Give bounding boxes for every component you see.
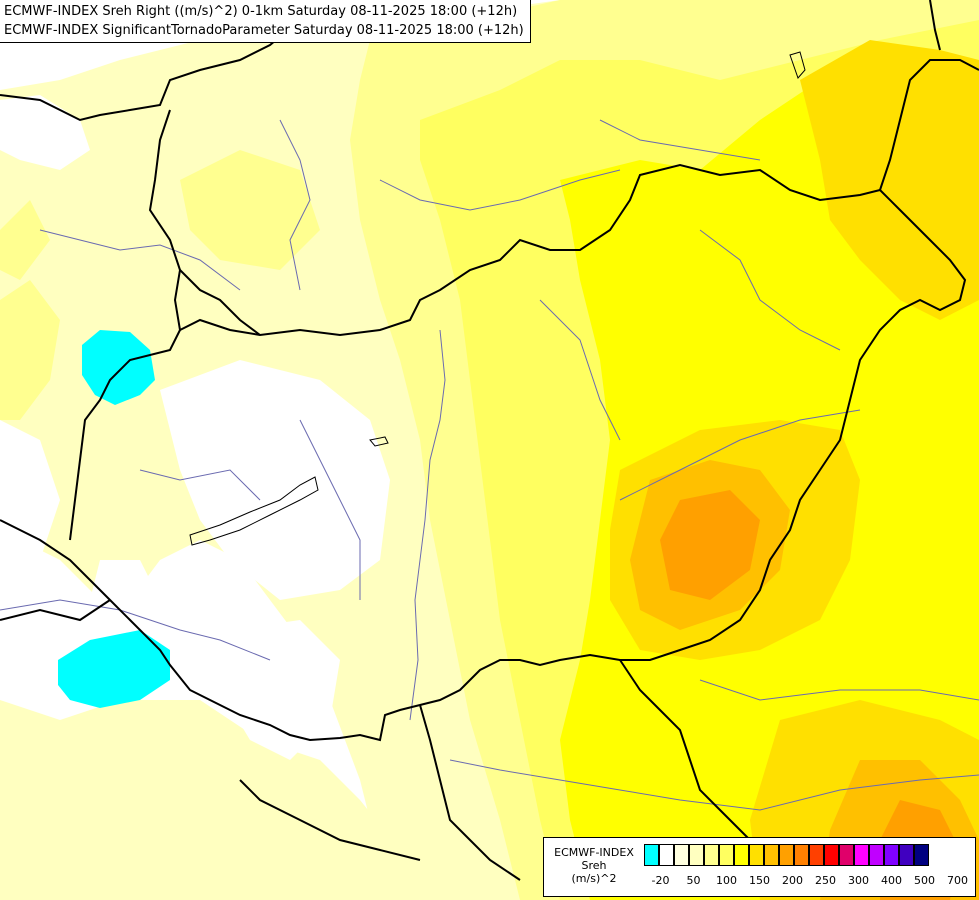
legend-tick-label: 50 xyxy=(686,874,701,887)
legend-tick-label: 100 xyxy=(716,874,737,887)
legend-swatch xyxy=(794,844,809,866)
legend-ticks: -20 50 100 150 200 250 300 400 500 700 xyxy=(644,874,974,888)
legend-swatch xyxy=(689,844,704,866)
legend-tick-label: 200 xyxy=(782,874,803,887)
legend-tick-label: 500 xyxy=(914,874,935,887)
legend-swatch xyxy=(884,844,899,866)
legend-title-unit: (m/s)^2 xyxy=(571,872,617,885)
field-white xyxy=(0,95,390,760)
legend-swatch xyxy=(779,844,794,866)
legend-tick-label: 400 xyxy=(881,874,902,887)
legend-title-param: Sreh xyxy=(581,859,607,872)
legend-swatch xyxy=(644,844,659,866)
legend-tick-label: 300 xyxy=(848,874,869,887)
color-legend: ECMWF-INDEX Sreh (m/s)^2 -20 50 100 150 200 2… xyxy=(543,837,976,897)
legend-tick-label: 150 xyxy=(749,874,770,887)
legend-swatch xyxy=(914,844,929,866)
rivers xyxy=(0,119,979,811)
legend-swatch xyxy=(674,844,689,866)
legend-swatches xyxy=(644,844,929,866)
legend-swatch xyxy=(899,844,914,866)
legend-tick-label: -20 xyxy=(651,874,670,887)
legend-title-model: ECMWF-INDEX xyxy=(554,846,634,859)
legend-swatch xyxy=(839,844,854,866)
map-title-box: ECMWF-INDEX Sreh Right ((m/s)^2) 0-1km S… xyxy=(0,0,531,43)
legend-swatch xyxy=(809,844,824,866)
legend-swatch xyxy=(734,844,749,866)
lake-outline xyxy=(789,51,806,79)
title-line-stp: ECMWF-INDEX SignificantTornadoParameter … xyxy=(4,23,524,38)
legend-swatch xyxy=(719,844,734,866)
legend-swatch xyxy=(869,844,884,866)
legend-tick-label: 700 xyxy=(947,874,968,887)
field-cyan xyxy=(58,330,170,708)
legend-swatch xyxy=(704,844,719,866)
title-line-sreh: ECMWF-INDEX Sreh Right ((m/s)^2) 0-1km S… xyxy=(4,4,518,19)
legend-title: ECMWF-INDEX Sreh (m/s)^2 xyxy=(546,846,642,885)
lake-outline xyxy=(189,476,319,546)
legend-swatch xyxy=(764,844,779,866)
legend-swatch xyxy=(854,844,869,866)
lake-outline xyxy=(369,436,389,447)
legend-swatch xyxy=(749,844,764,866)
legend-swatch xyxy=(659,844,674,866)
legend-swatch xyxy=(824,844,839,866)
legend-tick-label: 250 xyxy=(815,874,836,887)
